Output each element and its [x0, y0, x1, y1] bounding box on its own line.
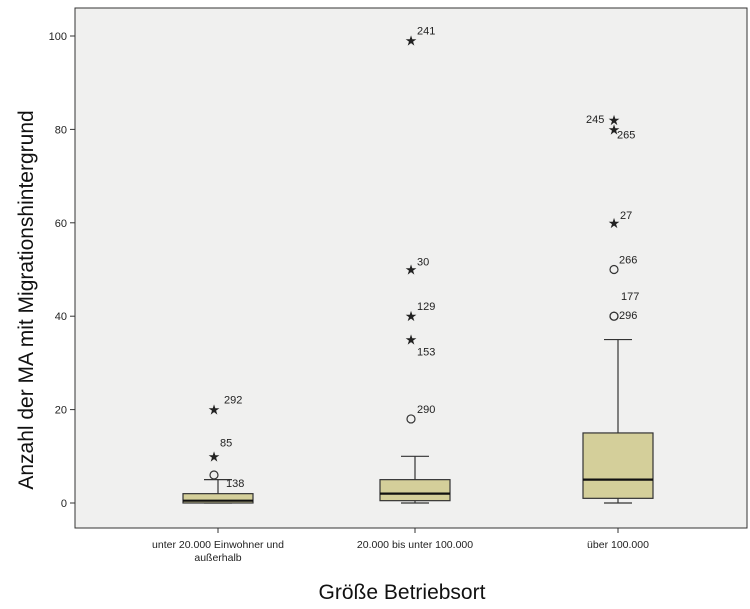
outlier-label-13: 296 — [619, 310, 637, 322]
y-tick-label-2: 40 — [55, 311, 67, 323]
outlier-label-4: 30 — [417, 257, 429, 269]
outlier-label-8: 245 — [586, 114, 604, 126]
outlier-star-1: ★ — [208, 448, 221, 464]
x-category-label-0-line-0: unter 20.000 Einwohner und — [152, 539, 284, 551]
x-category-label-0: unter 20.000 Einwohner und außerhalb — [152, 539, 284, 564]
box-0 — [182, 493, 254, 504]
box-group-0 — [182, 479, 254, 504]
outlier-star-8: ★ — [608, 112, 621, 128]
outlier-circle-2 — [209, 470, 219, 480]
outlier-circle-11 — [609, 264, 619, 275]
outlier-star-6: ★ — [405, 332, 418, 348]
outlier-label-10: 27 — [620, 210, 632, 222]
x-category-label-2: über 100.000 — [587, 539, 649, 551]
outlier-label-9: 265 — [617, 129, 635, 141]
x-category-label-1: 20.000 bis unter 100.000 — [357, 539, 473, 551]
y-axis: 0 20 40 60 80 100 — [49, 31, 75, 510]
y-tick-label-4: 80 — [55, 124, 67, 136]
outlier-star-5: ★ — [405, 308, 418, 324]
box-1 — [379, 479, 451, 502]
outlier-star-3: ★ — [405, 33, 418, 49]
outlier-label-2: 138 — [226, 478, 244, 490]
y-tick-label-0: 0 — [61, 498, 67, 510]
box-2 — [582, 432, 654, 499]
outlier-star-0: ★ — [208, 402, 221, 418]
boxes-layer — [182, 338, 654, 504]
box-group-2 — [582, 338, 654, 504]
box-group-1 — [379, 455, 451, 504]
outlier-label-1: 85 — [220, 437, 232, 449]
x-axis-title: Größe Betriebsort — [319, 581, 486, 604]
outlier-label-6: 153 — [417, 347, 435, 359]
outlier-label-12: 177 — [621, 291, 639, 303]
y-tick-label-3: 60 — [55, 218, 67, 230]
outlier-label-0: 292 — [224, 395, 242, 407]
y-tick-label-1: 20 — [55, 405, 67, 417]
x-axis: unter 20.000 Einwohner und außerhalb 20.00… — [152, 528, 649, 564]
x-category-label-2-line-0: über 100.000 — [587, 539, 649, 551]
outlier-circle-7 — [406, 414, 416, 424]
outlier-circle-13 — [609, 311, 619, 321]
outlier-star-10: ★ — [608, 215, 621, 231]
y-tick-label-5: 100 — [49, 31, 67, 43]
outlier-label-5: 129 — [417, 301, 435, 313]
y-axis-title: Anzahl der MA mit Migrationshintergrund — [15, 110, 38, 489]
outlier-label-11: 266 — [619, 255, 637, 267]
outlier-label-3: 241 — [417, 26, 435, 38]
x-category-label-0-line-1: außerhalb — [194, 552, 241, 564]
outlier-star-4: ★ — [405, 262, 418, 278]
outlier-star-9: ★ — [608, 121, 621, 137]
outlier-label-7: 290 — [417, 404, 435, 416]
x-category-label-1-line-0: 20.000 bis unter 100.000 — [357, 539, 473, 551]
